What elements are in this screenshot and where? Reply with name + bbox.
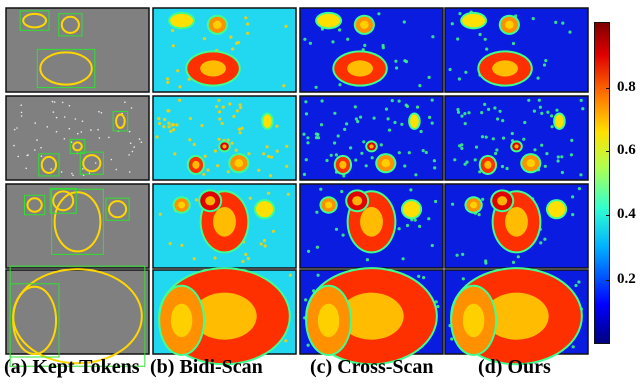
colorbar-tick-mark <box>606 88 610 89</box>
heatmap-panel-ours-scene-1 <box>444 7 589 93</box>
colorbar-tick-mark <box>606 280 610 281</box>
colorbar-tick-label: 0.6 <box>617 142 636 158</box>
heatmap-panel-bidi-scene-1 <box>152 7 297 93</box>
heatmap-panel-bidi-scene-3 <box>152 183 297 269</box>
colorbar-tick-label: 0.4 <box>617 206 636 222</box>
colorbar <box>594 22 610 344</box>
heatmap-panel-bidi-scene-4 <box>152 267 297 366</box>
heatmap-panel-ours-scene-4 <box>444 267 589 366</box>
heatmap-panel-tokens-scene-2 <box>5 95 150 181</box>
heatmap-panel-cross-scene-2 <box>299 95 444 181</box>
column-label-kept-tokens: (a) Kept Tokens <box>4 356 140 378</box>
colorbar-tick-label: 0.2 <box>617 271 636 287</box>
column-label-bidi-scan: (b) Bidi-Scan <box>150 356 263 378</box>
colorbar-tick-mark <box>606 215 610 216</box>
column-label-cross-scan: (c) Cross-Scan <box>310 356 434 378</box>
column-label-ours: (d) Ours <box>478 356 551 378</box>
heatmap-panel-tokens-scene-3 <box>5 183 150 269</box>
heatmap-panel-bidi-scene-2 <box>152 95 297 181</box>
heatmap-panel-tokens-scene-1 <box>5 7 150 93</box>
colorbar-tick-label: 0.8 <box>617 79 636 95</box>
heatmap-panel-cross-scene-1 <box>299 7 444 93</box>
colorbar-tick-mark <box>606 151 610 152</box>
heatmap-panel-cross-scene-4 <box>299 267 444 366</box>
heatmap-panel-ours-scene-3 <box>444 183 589 269</box>
heatmap-panel-ours-scene-2 <box>444 95 589 181</box>
heatmap-panel-tokens-scene-4 <box>5 265 150 367</box>
heatmap-panel-cross-scene-3 <box>299 183 444 269</box>
